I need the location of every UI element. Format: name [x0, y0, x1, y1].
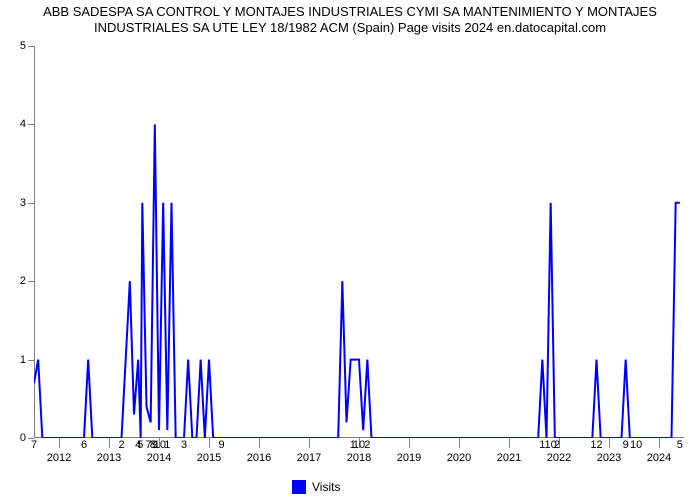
xtick-minor-label: 12: [590, 439, 602, 451]
xtick-major-label: 2023: [597, 452, 621, 464]
xtick-major-line: [659, 438, 660, 448]
xtick-major-label: 2021: [497, 452, 521, 464]
xtick-minor-label: 2: [364, 439, 370, 451]
ytick-label: 2: [8, 275, 26, 287]
xtick-major-label: 2016: [247, 452, 271, 464]
ytick-line: [28, 281, 34, 282]
xtick-major-line: [259, 438, 260, 448]
chart-title: ABB SADESPA SA CONTROL Y MONTAJES INDUST…: [0, 4, 700, 37]
xtick-major-line: [609, 438, 610, 448]
ytick-line: [28, 46, 34, 47]
xtick-major-line: [409, 438, 410, 448]
xtick-major-label: 2017: [297, 452, 321, 464]
xtick-major-line: [459, 438, 460, 448]
xtick-major-line: [309, 438, 310, 448]
xtick-major-label: 2014: [147, 452, 171, 464]
xtick-minor-label: 1: [164, 439, 170, 451]
xtick-minor-label: 10: [630, 439, 642, 451]
ytick-line: [28, 203, 34, 204]
ytick-label: 5: [8, 40, 26, 52]
visits-chart: ABB SADESPA SA CONTROL Y MONTAJES INDUST…: [0, 0, 700, 500]
legend-swatch: [292, 480, 306, 494]
ytick-line: [28, 124, 34, 125]
xtick-major-line: [59, 438, 60, 448]
xtick-major-line: [109, 438, 110, 448]
ytick-label: 0: [8, 432, 26, 444]
xtick-major-label: 2020: [447, 452, 471, 464]
xtick-minor-label: 9: [623, 439, 629, 451]
plot-area: [34, 46, 684, 438]
xtick-minor-label: 2: [554, 439, 560, 451]
legend: Visits: [292, 480, 340, 494]
xtick-minor-label: 3: [181, 439, 187, 451]
legend-label: Visits: [312, 480, 340, 494]
xtick-minor-label: 2: [118, 439, 124, 451]
visits-line: [34, 124, 680, 438]
xtick-minor-label: 5: [137, 439, 143, 451]
xtick-major-label: 2022: [547, 452, 571, 464]
xtick-major-label: 2013: [97, 452, 121, 464]
line-series: [34, 46, 684, 438]
xtick-minor-label: 9: [218, 439, 224, 451]
xtick-minor-label: 7: [31, 439, 37, 451]
xtick-major-label: 2012: [47, 452, 71, 464]
xtick-major-label: 2024: [647, 452, 671, 464]
xtick-minor-label: 5: [677, 439, 683, 451]
ytick-label: 4: [8, 118, 26, 130]
xtick-major-line: [209, 438, 210, 448]
ytick-label: 1: [8, 354, 26, 366]
xtick-major-label: 2019: [397, 452, 421, 464]
ytick-label: 3: [8, 197, 26, 209]
xtick-major-label: 2018: [347, 452, 371, 464]
xtick-major-label: 2015: [197, 452, 221, 464]
ytick-line: [28, 360, 34, 361]
xtick-minor-label: 6: [81, 439, 87, 451]
xtick-major-line: [509, 438, 510, 448]
